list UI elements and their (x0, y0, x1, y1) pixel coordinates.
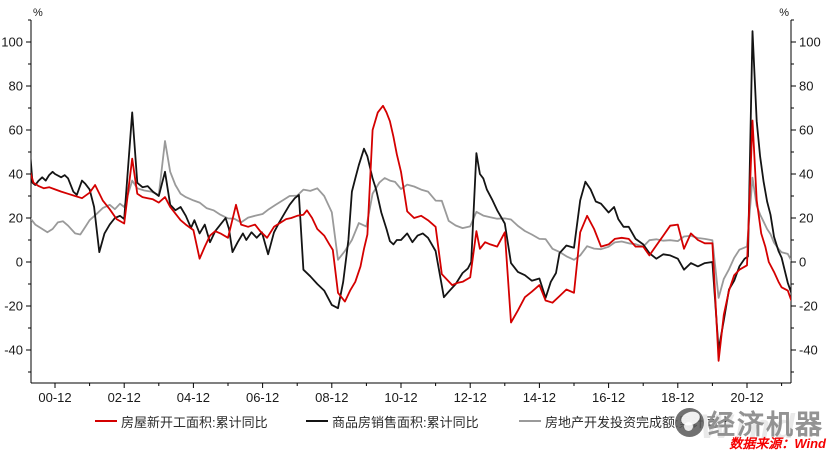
y-axis-label-right: 100 (799, 35, 821, 50)
y-unit-label-left: % (33, 7, 43, 19)
wind-background-watermark: Wind (700, 408, 799, 446)
data-source-label: 数据来源：Wind (729, 436, 826, 451)
y-axis-label-right: 20 (799, 211, 813, 226)
y-axis-label-left: 40 (9, 167, 23, 182)
y-axis-label-right: -40 (799, 343, 818, 358)
legend-item-sales-area: 商品房销售面积:累计同比 (306, 412, 479, 430)
brand-watermark: 经济机器 (675, 403, 824, 442)
legend-label-sales-area: 商品房销售面积:累计同比 (332, 414, 479, 430)
x-axis-label: 08-12 (315, 390, 348, 405)
y-axis-label-right: 0 (799, 255, 806, 270)
y-axis-label-left: -40 (4, 343, 23, 358)
brand-watermark-text: 经济机器 (708, 410, 824, 440)
legend-label-new-starts: 房屋新开工面积:累计同比 (121, 414, 268, 430)
x-axis-label: 00-12 (38, 390, 71, 405)
y-axis-label-left: -20 (4, 299, 23, 314)
y-axis-label-left: 100 (1, 35, 23, 50)
y-axis-label-right: 60 (799, 123, 813, 138)
y-axis-label-left: 0 (16, 255, 23, 270)
x-axis-label: 06-12 (246, 390, 279, 405)
y-axis-label-left: 80 (9, 79, 23, 94)
legend-item-new-starts: 房屋新开工面积:累计同比 (95, 412, 268, 430)
series-line-1 (31, 30, 791, 351)
x-axis-label: 04-12 (177, 390, 210, 405)
x-axis-label: 18-12 (661, 390, 694, 405)
x-axis-label: 16-12 (592, 390, 625, 405)
y-axis-label-right: 40 (799, 167, 813, 182)
legend-line-gray (519, 420, 541, 422)
x-axis-label: 12-12 (454, 390, 487, 405)
series-line-0 (31, 104, 791, 362)
brand-logo-icon (675, 408, 704, 437)
y-axis-label-right: -20 (799, 299, 818, 314)
x-axis-label: 20-12 (730, 390, 763, 405)
y-axis-label-left: 20 (9, 211, 23, 226)
series-line-2 (31, 140, 791, 299)
y-unit-label-right: % (779, 7, 789, 19)
y-axis-label-left: 60 (9, 123, 23, 138)
y-axis-label-right: 80 (799, 79, 813, 94)
legend-line-black (306, 420, 328, 422)
x-axis-label: 02-12 (108, 390, 141, 405)
x-axis-label: 14-12 (523, 390, 556, 405)
legend-line-red (95, 420, 117, 422)
x-axis-label: 10-12 (384, 390, 417, 405)
